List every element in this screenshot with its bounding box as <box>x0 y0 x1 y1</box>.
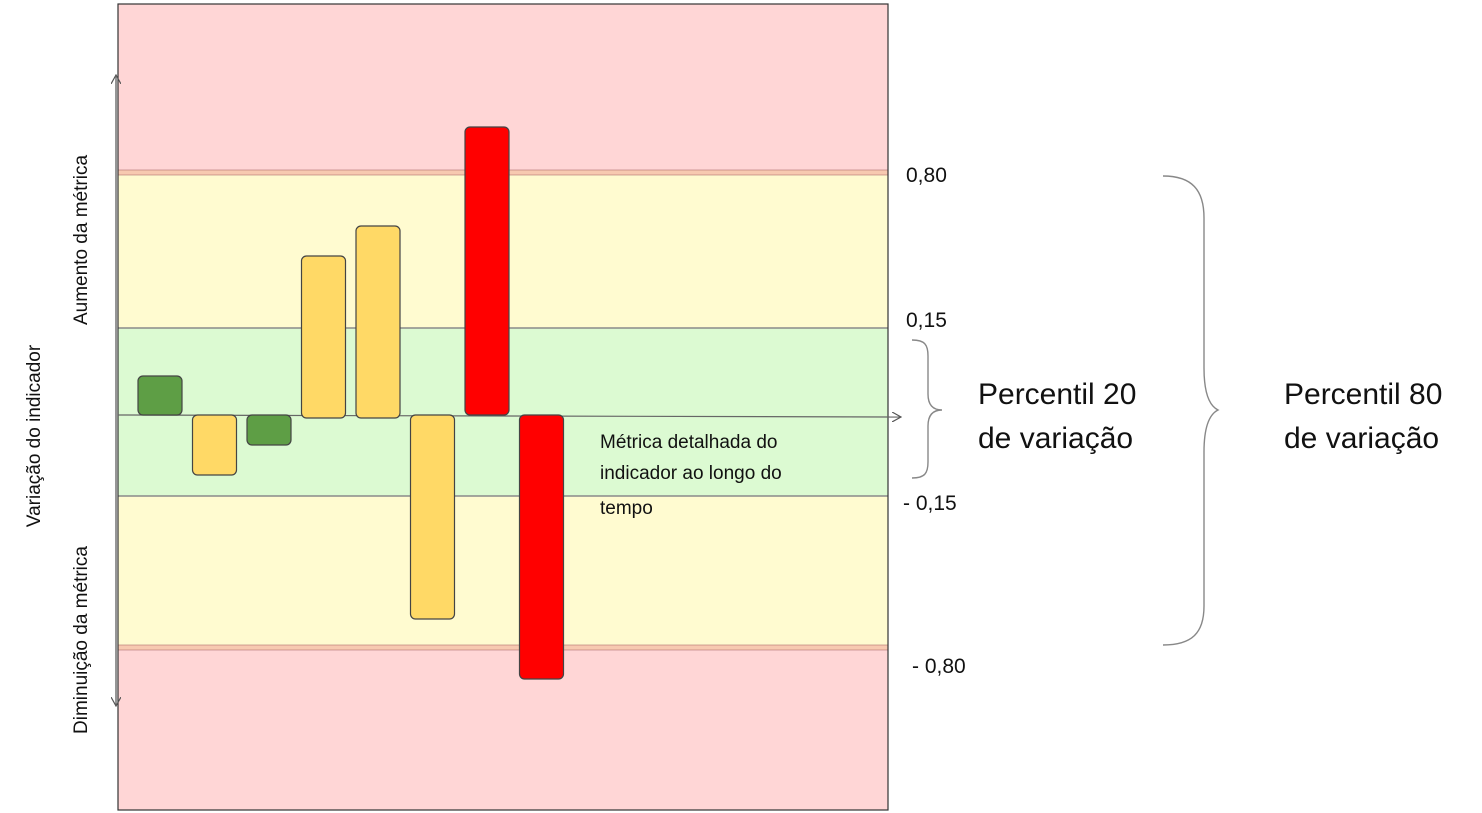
p80-label-line-2: de variação <box>1284 422 1439 455</box>
p20-label: Percentil 20 de variação <box>978 378 1145 455</box>
zone-red-bottom <box>118 648 888 810</box>
brace-p20 <box>911 339 943 479</box>
y-axis-label: Variação do indicador <box>24 344 45 527</box>
annotation-line-1: Métrica detalhada do <box>600 432 777 453</box>
threshold-label-080: 0,80 <box>906 164 947 187</box>
threshold-label-neg080: - 0,80 <box>912 655 966 678</box>
p80-label-line-1: Percentil 80 <box>1284 378 1442 411</box>
bar-4 <box>300 255 347 419</box>
threshold-line-bottom <box>117 644 889 651</box>
annotation-text: Métrica detalhada do indicador ao longo … <box>600 432 787 519</box>
zone-yellow-bottom <box>118 496 888 646</box>
bar-6 <box>409 414 456 620</box>
chart-frame <box>117 3 889 811</box>
bar-7 <box>464 126 510 416</box>
bar-5 <box>355 225 401 419</box>
annotation-line-2: indicador ao longo do <box>600 463 782 484</box>
bar-8 <box>518 414 565 680</box>
bars-group <box>137 126 565 680</box>
bar-2 <box>191 414 238 476</box>
threshold-label-015: 0,15 <box>906 309 947 332</box>
increase-label: Aumento da métrica <box>71 155 92 325</box>
decrease-label: Diminuição da métrica <box>71 546 92 734</box>
brace-p80 <box>1162 175 1220 646</box>
p20-label-line-1: Percentil 20 <box>978 378 1136 411</box>
annotation-line-3: tempo <box>600 498 653 519</box>
p20-label-line-2: de variação <box>978 422 1133 455</box>
time-axis <box>117 415 900 417</box>
threshold-label-neg015: - 0,15 <box>903 492 957 515</box>
bar-3 <box>246 414 292 446</box>
p80-label: Percentil 80 de variação <box>1284 378 1451 455</box>
bar-1 <box>137 375 183 416</box>
